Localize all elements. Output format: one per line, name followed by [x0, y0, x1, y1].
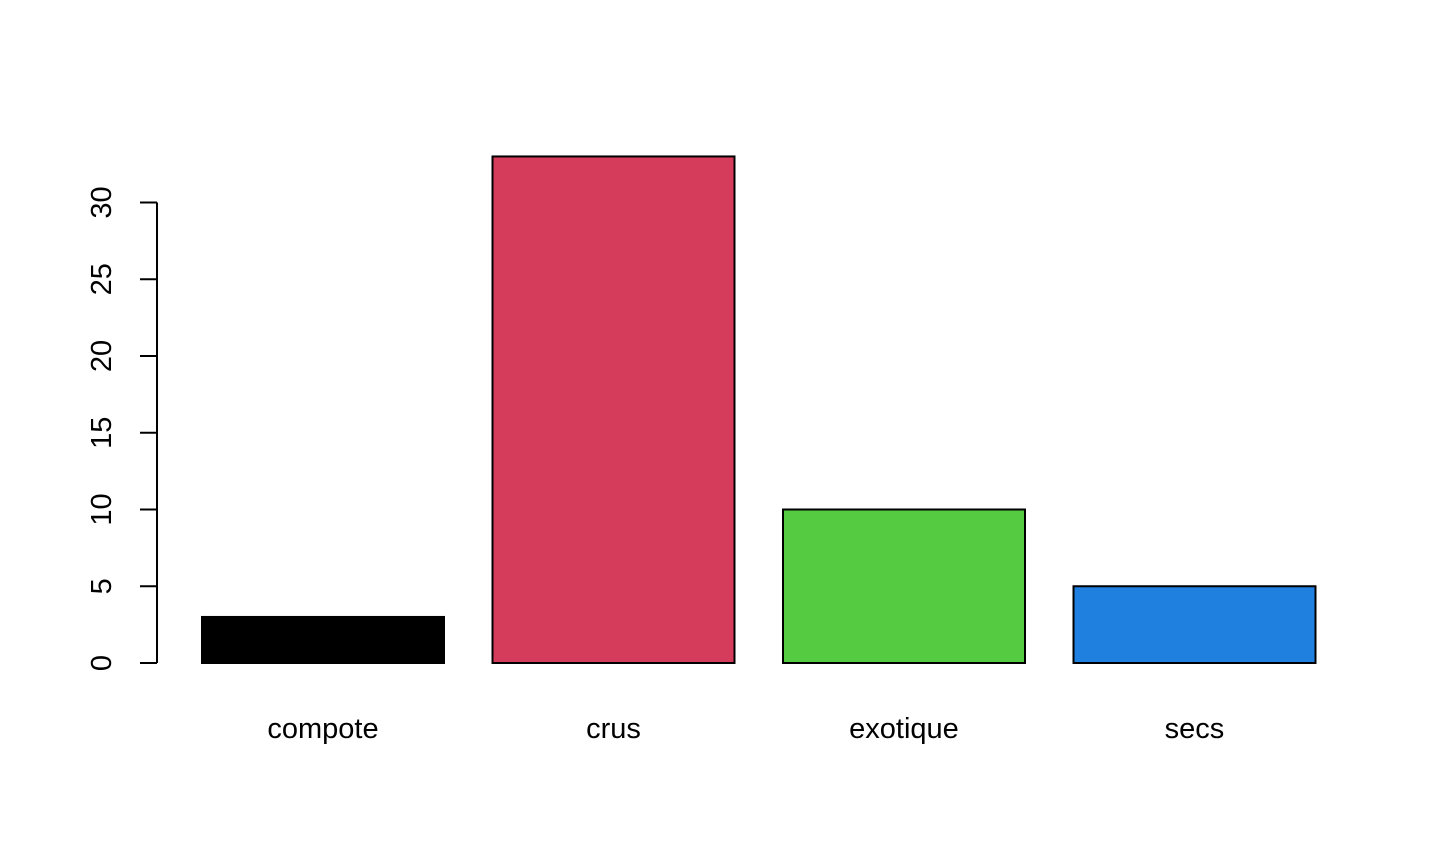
bar-compote — [201, 615, 445, 665]
x-tick-label-secs: secs — [1165, 713, 1225, 745]
y-axis: 0 5 10 15 20 25 30 — [86, 186, 158, 671]
x-tick-label-crus: crus — [586, 713, 641, 745]
y-tick-label-10: 10 — [86, 493, 118, 525]
bar-crus — [491, 155, 736, 664]
y-tick-label-30: 30 — [86, 186, 118, 218]
y-tick-label-20: 20 — [86, 340, 118, 372]
x-tick-label-compote: compote — [267, 713, 378, 745]
y-tick-label-5: 5 — [86, 578, 118, 594]
x-tick-label-exotique: exotique — [849, 713, 959, 745]
bar-secs — [1072, 585, 1317, 664]
y-tick-label-25: 25 — [86, 263, 118, 295]
y-tick-label-0: 0 — [86, 655, 118, 671]
bars-group — [201, 155, 1317, 665]
x-axis-labels: compote crus exotique secs — [267, 713, 1224, 745]
bar-exotique — [782, 508, 1026, 664]
y-tick-label-15: 15 — [86, 417, 118, 449]
